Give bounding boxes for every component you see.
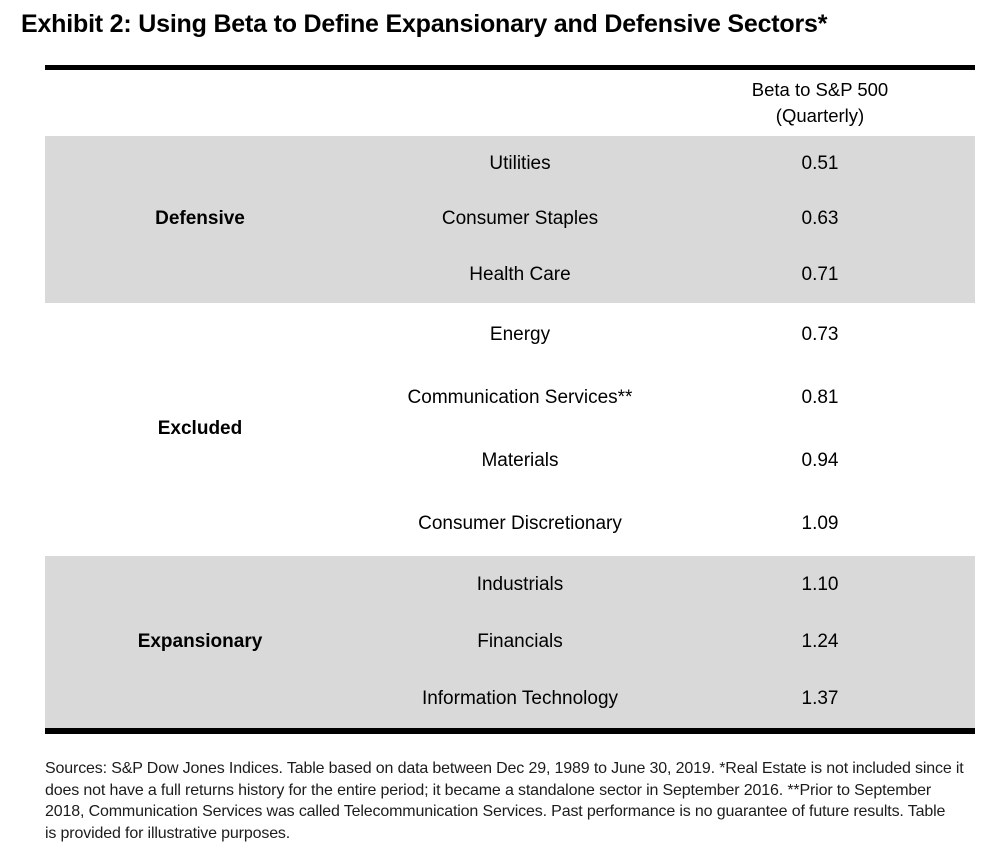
table-row: Energy 0.73 (355, 303, 975, 366)
sector-column-spacer (355, 70, 685, 136)
group-label: Defensive (155, 208, 245, 230)
group-column-spacer (45, 70, 355, 136)
beta-value: 1.09 (801, 513, 839, 535)
group-label: Expansionary (137, 630, 263, 652)
section-expansionary: Expansionary Industrials 1.10 Financials 1.2… (45, 555, 975, 728)
sector-name: Materials (481, 450, 559, 472)
table-row: Utilities 0.51 (355, 136, 975, 192)
beta-value: 0.71 (801, 264, 839, 286)
sector-name: Information Technology (421, 688, 619, 710)
beta-value: 0.63 (801, 208, 839, 230)
section-rows: Energy 0.73 Communication Services** 0.81 Ma… (355, 303, 975, 556)
beta-column-header-line2: (Quarterly) (775, 105, 865, 126)
table-header-row: Beta to S&P 500 (Quarterly) (45, 70, 975, 136)
beta-value: 0.94 (801, 450, 839, 472)
table-row: Information Technology 1.37 (355, 671, 975, 728)
sector-name: Communication Services** (407, 386, 633, 408)
sector-name: Energy (489, 323, 551, 345)
table-row: Communication Services** 0.81 (355, 366, 975, 429)
group-label: Excluded (157, 418, 243, 440)
beta-column-header: Beta to S&P 500 (Quarterly) (685, 70, 975, 136)
exhibit-title: Exhibit 2: Using Beta to Define Expansio… (21, 10, 828, 38)
section-rows: Industrials 1.10 Financials 1.24 Information… (355, 556, 975, 728)
table-row: Financials 1.24 (355, 613, 975, 670)
sector-name: Industrials (476, 573, 564, 595)
beta-value: 0.73 (801, 323, 839, 345)
table-bottom-rule (45, 727, 975, 734)
beta-value: 1.37 (801, 688, 839, 710)
sector-name: Health Care (469, 264, 571, 286)
beta-value: 0.51 (801, 152, 839, 174)
sector-name: Consumer Staples (441, 208, 599, 230)
sector-name: Utilities (489, 152, 551, 174)
source-footnote: Sources: S&P Dow Jones Indices. Table ba… (45, 758, 985, 844)
footnote-line: Sources: S&P Dow Jones Indices. Table ba… (45, 760, 964, 777)
footnote-line: 2018, Communication Services was called … (45, 803, 946, 820)
table-row: Materials 0.94 (355, 429, 975, 492)
table-row: Consumer Staples 0.63 (355, 192, 975, 248)
beta-value: 1.24 (801, 630, 839, 652)
beta-value: 1.10 (801, 573, 839, 595)
table-row: Health Care 0.71 (355, 247, 975, 303)
beta-value: 0.81 (801, 386, 839, 408)
beta-table: Beta to S&P 500 (Quarterly) Defensive Uti… (45, 65, 975, 734)
sector-name: Consumer Discretionary (418, 513, 622, 535)
table-row: Industrials 1.10 (355, 556, 975, 613)
footnote-line: is provided for illustrative purposes. (45, 824, 291, 842)
footnote-line: does not have a full returns history for… (45, 781, 932, 799)
table-row: Consumer Discretionary 1.09 (355, 493, 975, 556)
section-rows: Utilities 0.51 Consumer Staples 0.63 Health … (355, 136, 975, 303)
table-body: Defensive Utilities 0.51 Consumer Staples 0.… (45, 136, 975, 728)
section-defensive: Defensive Utilities 0.51 Consumer Staples 0.… (45, 136, 975, 303)
sector-name: Financials (477, 630, 563, 652)
section-excluded: Excluded Energy 0.73 Communication Services… (45, 303, 975, 556)
beta-column-header-line1: Beta to S&P 500 (751, 79, 889, 100)
